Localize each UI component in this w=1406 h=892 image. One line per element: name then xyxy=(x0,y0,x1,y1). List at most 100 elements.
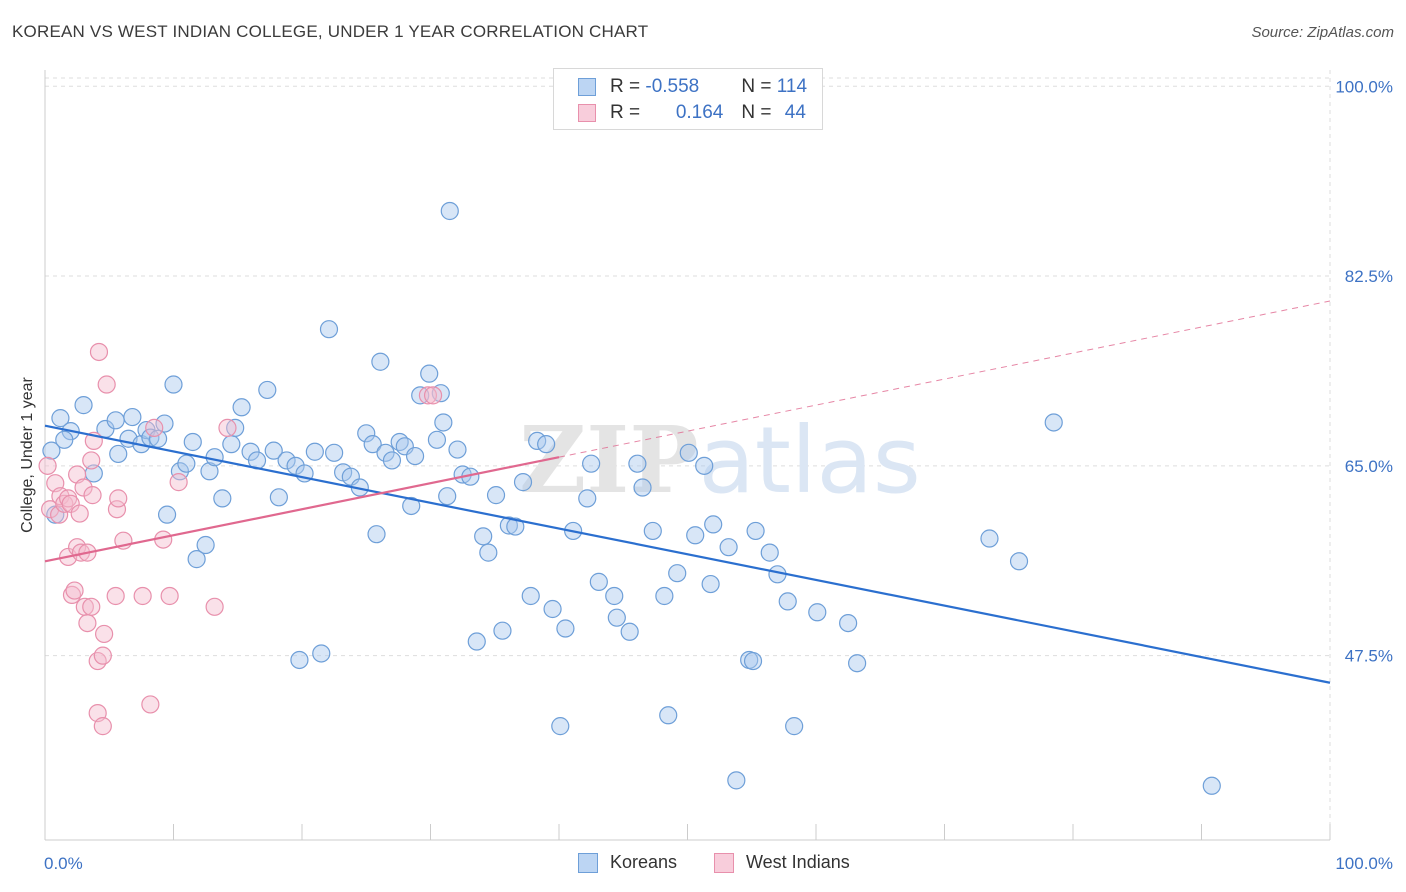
korean-point xyxy=(643,521,662,541)
west-indian-point xyxy=(41,500,60,519)
west-indians-r-value: 0.164 xyxy=(675,102,724,123)
west-indians-swatch xyxy=(578,104,596,122)
koreans-n-value: 114 xyxy=(776,76,808,97)
west-indian-point xyxy=(93,717,112,736)
korean-point xyxy=(578,489,597,508)
korean-point xyxy=(499,516,518,535)
west-indian-point xyxy=(141,695,160,714)
korean-point xyxy=(55,430,74,449)
korean-point xyxy=(440,201,459,221)
korean-point xyxy=(537,435,556,454)
west-indian-point xyxy=(133,586,152,606)
korean-point xyxy=(123,407,142,427)
korean-point xyxy=(213,489,232,508)
stats-row-west-indians: R = 0.164 N = 44 xyxy=(578,101,806,125)
korean-point xyxy=(363,435,382,454)
korean-point xyxy=(668,564,687,583)
korean-point xyxy=(633,478,652,497)
west-indian-point xyxy=(205,597,224,616)
korean-point xyxy=(1044,413,1063,432)
korean-point xyxy=(264,441,283,460)
west-indians-r-label: R = xyxy=(610,102,646,123)
korean-point xyxy=(556,619,575,638)
korean-point xyxy=(427,430,447,449)
source-label: Source: ZipAtlas.com xyxy=(1251,24,1394,41)
y-tick-label: 100.0% xyxy=(1335,77,1393,96)
koreans-n-label: N = xyxy=(741,76,777,97)
korean-point xyxy=(506,517,525,536)
korean-point xyxy=(743,651,763,671)
korean-point xyxy=(269,488,288,507)
korean-point xyxy=(607,608,626,627)
korean-point xyxy=(367,525,386,544)
korean-point xyxy=(164,375,183,394)
korean-point xyxy=(474,527,493,546)
legend-west-indians-swatch xyxy=(714,852,734,873)
korean-point xyxy=(226,418,245,437)
west-indian-point xyxy=(145,418,164,437)
korean-point xyxy=(157,505,177,524)
west-indians-trend-line xyxy=(44,456,560,563)
korean-point xyxy=(808,603,827,622)
west-indian-point xyxy=(82,451,101,470)
koreans-trend-line xyxy=(44,424,1331,684)
korean-point xyxy=(312,644,331,663)
korean-point xyxy=(620,622,639,641)
west-indian-point xyxy=(65,581,84,600)
korean-point xyxy=(371,352,390,371)
x-tick-label: 100.0% xyxy=(1335,854,1393,873)
west-indian-point xyxy=(50,505,69,524)
korean-point xyxy=(628,454,647,473)
west-indians-n-value: 44 xyxy=(784,102,806,123)
west-indian-point xyxy=(160,586,179,606)
korean-point xyxy=(551,717,570,736)
korean-point xyxy=(222,435,241,454)
legend-koreans-swatch xyxy=(578,852,598,873)
west-indian-point xyxy=(218,418,237,437)
korean-point xyxy=(839,613,858,633)
korean-point xyxy=(605,586,624,606)
korean-point xyxy=(382,451,402,470)
tick-labels: 47.5% 65.0% 82.5% 100.0% 0.0% 100.0% xyxy=(44,77,1393,873)
west-indian-point xyxy=(423,386,443,405)
y-tick-label: 65.0% xyxy=(1345,457,1393,476)
korean-point xyxy=(1009,552,1029,571)
korean-point xyxy=(411,386,430,405)
axes xyxy=(44,70,1331,841)
korean-point xyxy=(655,586,674,606)
koreans-points xyxy=(42,201,1221,795)
korean-point xyxy=(258,380,277,400)
korean-point xyxy=(727,771,746,790)
korean-point xyxy=(434,413,453,432)
korean-point xyxy=(155,414,174,433)
korean-point xyxy=(109,444,128,464)
trend-lines xyxy=(44,300,1331,684)
korean-point xyxy=(51,409,70,428)
korean-point xyxy=(74,396,93,415)
west-indian-point xyxy=(38,456,57,475)
korean-point xyxy=(521,586,540,606)
west-indian-point xyxy=(78,613,97,633)
watermark: ZIPatlas xyxy=(519,406,921,514)
west-indian-point xyxy=(82,597,101,616)
korean-point xyxy=(659,706,678,725)
korean-point xyxy=(277,451,296,470)
korean-point xyxy=(695,456,714,475)
korean-point xyxy=(719,538,738,557)
legend-koreans-label: Koreans xyxy=(610,852,678,872)
legend-item-west-indians[interactable]: West Indians xyxy=(714,852,850,873)
korean-point xyxy=(493,621,512,640)
korean-point xyxy=(679,443,698,462)
korean-point xyxy=(357,424,376,443)
korean-point xyxy=(438,487,457,506)
korean-point xyxy=(589,572,608,591)
korean-point xyxy=(980,529,999,548)
korean-point xyxy=(785,717,804,736)
west-indian-point xyxy=(169,473,188,492)
legend-item-koreans[interactable]: Koreans xyxy=(578,852,677,873)
west-indian-point xyxy=(95,624,114,644)
korean-point xyxy=(325,443,344,462)
korean-point xyxy=(196,535,215,555)
korean-point xyxy=(448,440,467,459)
korean-point xyxy=(205,448,224,467)
